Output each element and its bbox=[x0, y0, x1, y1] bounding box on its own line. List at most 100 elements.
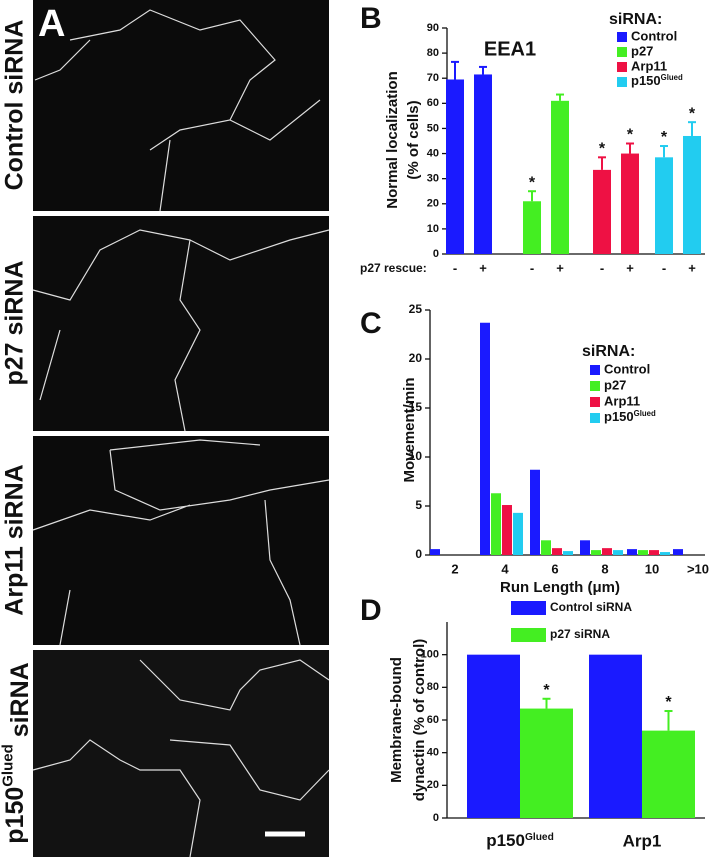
x-tick-label: - bbox=[530, 260, 534, 275]
x-axis-label: p27 rescue: bbox=[360, 261, 427, 275]
legend-label: Control bbox=[631, 28, 677, 43]
y-tick-label: 20 bbox=[427, 198, 439, 210]
y-tick-label: 50 bbox=[427, 122, 439, 134]
bar bbox=[523, 201, 541, 254]
y-axis-label: Movement/min bbox=[401, 377, 418, 482]
bar bbox=[430, 549, 440, 555]
y-axis-label: Normal localization bbox=[384, 71, 401, 209]
y-tick-label: 5 bbox=[415, 498, 422, 512]
legend-swatch bbox=[617, 77, 627, 87]
bar bbox=[627, 549, 637, 555]
legend-swatch bbox=[590, 381, 600, 391]
x-tick-label: 8 bbox=[601, 561, 608, 576]
y-axis-label: dynactin (% of control) bbox=[411, 639, 428, 802]
bar bbox=[480, 322, 490, 555]
bar bbox=[660, 552, 670, 555]
row-label: p27 siRNA bbox=[1, 260, 29, 385]
y-axis-label: Membrane-bound bbox=[388, 657, 405, 783]
cell-outline bbox=[32, 439, 330, 646]
legend-swatch bbox=[511, 628, 546, 642]
significance-mark: * bbox=[661, 129, 668, 146]
significance-mark: * bbox=[543, 682, 550, 699]
x-tick-label: 10 bbox=[645, 561, 659, 576]
legend-label: Control siRNA bbox=[550, 600, 632, 614]
x-tick-label: + bbox=[626, 260, 634, 275]
y-tick-label: 30 bbox=[427, 173, 439, 185]
bar bbox=[673, 549, 683, 555]
micrograph bbox=[33, 0, 329, 211]
bar bbox=[563, 551, 573, 555]
x-tick-label: - bbox=[600, 260, 604, 275]
legend-label: Arp11 bbox=[604, 393, 640, 408]
micrograph bbox=[33, 216, 329, 431]
bar bbox=[580, 540, 590, 555]
bar bbox=[655, 157, 673, 254]
legend-label: p150Glued bbox=[604, 409, 656, 424]
x-tick-label: - bbox=[662, 260, 666, 275]
x-tick-label: p150Glued bbox=[486, 831, 554, 850]
legend-label: p27 siRNA bbox=[550, 627, 610, 641]
y-tick-label: 60 bbox=[427, 97, 439, 109]
significance-mark: * bbox=[689, 105, 696, 122]
bar bbox=[683, 135, 701, 254]
bar bbox=[613, 550, 623, 555]
legend-label: p27 bbox=[604, 377, 626, 392]
legend-label: p27 bbox=[631, 43, 653, 58]
y-tick-label: 0 bbox=[433, 248, 439, 260]
x-tick-label: Arp1 bbox=[623, 831, 662, 850]
legend-swatch bbox=[590, 365, 600, 375]
bar bbox=[593, 169, 611, 254]
x-tick-label: >10 bbox=[687, 561, 709, 576]
legend-swatch bbox=[511, 601, 546, 615]
x-tick-label: 6 bbox=[551, 561, 558, 576]
significance-mark: * bbox=[627, 127, 634, 144]
panel-label: A bbox=[38, 3, 65, 45]
bar bbox=[649, 550, 659, 555]
y-tick-label: 40 bbox=[427, 747, 439, 759]
y-tick-label: 25 bbox=[409, 302, 423, 316]
bar bbox=[474, 74, 492, 254]
bar bbox=[467, 654, 520, 818]
y-tick-label: 0 bbox=[433, 812, 439, 824]
bar bbox=[491, 493, 501, 555]
bar bbox=[530, 469, 540, 555]
bar bbox=[446, 79, 464, 254]
legend-label: Control bbox=[604, 361, 650, 376]
x-tick-label: + bbox=[479, 260, 487, 275]
legend-swatch bbox=[617, 32, 627, 42]
bar bbox=[513, 512, 523, 555]
legend-swatch bbox=[617, 47, 627, 57]
y-tick-label: 20 bbox=[427, 779, 439, 791]
bar bbox=[642, 730, 695, 818]
bar bbox=[502, 505, 512, 555]
y-tick-label: 10 bbox=[427, 223, 439, 235]
bar bbox=[602, 548, 612, 555]
x-tick-label: 2 bbox=[451, 561, 458, 576]
legend-title: siRNA: bbox=[609, 11, 662, 28]
y-tick-label: 15 bbox=[409, 400, 423, 414]
bar bbox=[589, 654, 642, 818]
y-tick-label: 80 bbox=[427, 681, 439, 693]
bar bbox=[551, 100, 569, 254]
y-tick-label: 40 bbox=[427, 147, 439, 159]
chart-title: EEA1 bbox=[484, 38, 536, 60]
x-tick-label: - bbox=[453, 260, 457, 275]
y-tick-label: 70 bbox=[427, 72, 439, 84]
y-tick-label: 100 bbox=[421, 649, 439, 661]
bar bbox=[541, 540, 551, 555]
y-tick-label: 0 bbox=[415, 547, 422, 561]
panel-label: B bbox=[360, 2, 382, 35]
significance-mark: * bbox=[665, 694, 672, 711]
y-tick-label: 60 bbox=[427, 714, 439, 726]
cell-outline bbox=[34, 9, 321, 212]
panel-label: C bbox=[360, 307, 382, 340]
y-tick-label: 20 bbox=[409, 351, 423, 365]
x-axis-label: Run Length (μm) bbox=[500, 579, 620, 596]
legend-label: Arp11 bbox=[631, 58, 667, 73]
row-label: p150Glued siRNA bbox=[0, 662, 34, 843]
cell-outline bbox=[32, 659, 330, 857]
significance-mark: * bbox=[529, 174, 536, 191]
cell-outline bbox=[32, 229, 330, 432]
bar bbox=[638, 550, 648, 555]
